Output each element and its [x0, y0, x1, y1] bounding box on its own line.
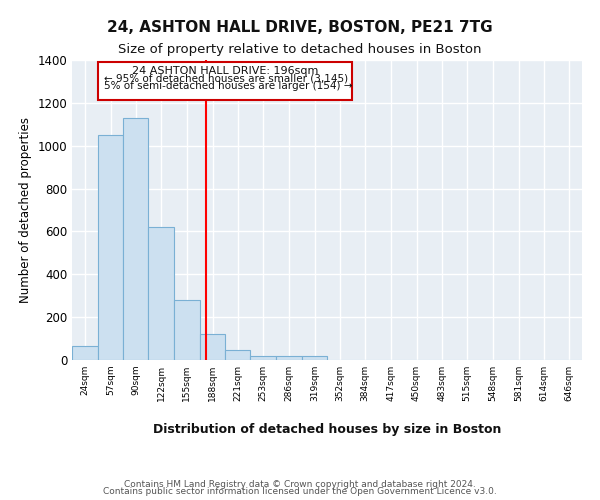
Bar: [124, 118, 148, 360]
Text: Size of property relative to detached houses in Boston: Size of property relative to detached ho…: [118, 42, 482, 56]
Text: 24, ASHTON HALL DRIVE, BOSTON, PE21 7TG: 24, ASHTON HALL DRIVE, BOSTON, PE21 7TG: [107, 20, 493, 35]
Bar: [200, 334, 226, 360]
Text: 5% of semi-detached houses are larger (154) →: 5% of semi-detached houses are larger (1…: [104, 82, 352, 92]
Text: Distribution of detached houses by size in Boston: Distribution of detached houses by size …: [153, 422, 501, 436]
Bar: [148, 227, 174, 360]
Bar: [226, 350, 250, 360]
Text: Contains HM Land Registry data © Crown copyright and database right 2024.: Contains HM Land Registry data © Crown c…: [124, 480, 476, 489]
Bar: [174, 300, 200, 360]
Bar: [250, 356, 276, 360]
Bar: [276, 356, 302, 360]
Bar: [72, 346, 98, 360]
Text: Contains public sector information licensed under the Open Government Licence v3: Contains public sector information licen…: [103, 488, 497, 496]
FancyBboxPatch shape: [98, 62, 352, 100]
Text: ← 95% of detached houses are smaller (3,145): ← 95% of detached houses are smaller (3,…: [104, 74, 348, 84]
Bar: [98, 135, 124, 360]
Y-axis label: Number of detached properties: Number of detached properties: [19, 117, 32, 303]
Text: 24 ASHTON HALL DRIVE: 196sqm: 24 ASHTON HALL DRIVE: 196sqm: [132, 66, 318, 76]
Bar: [302, 356, 328, 360]
